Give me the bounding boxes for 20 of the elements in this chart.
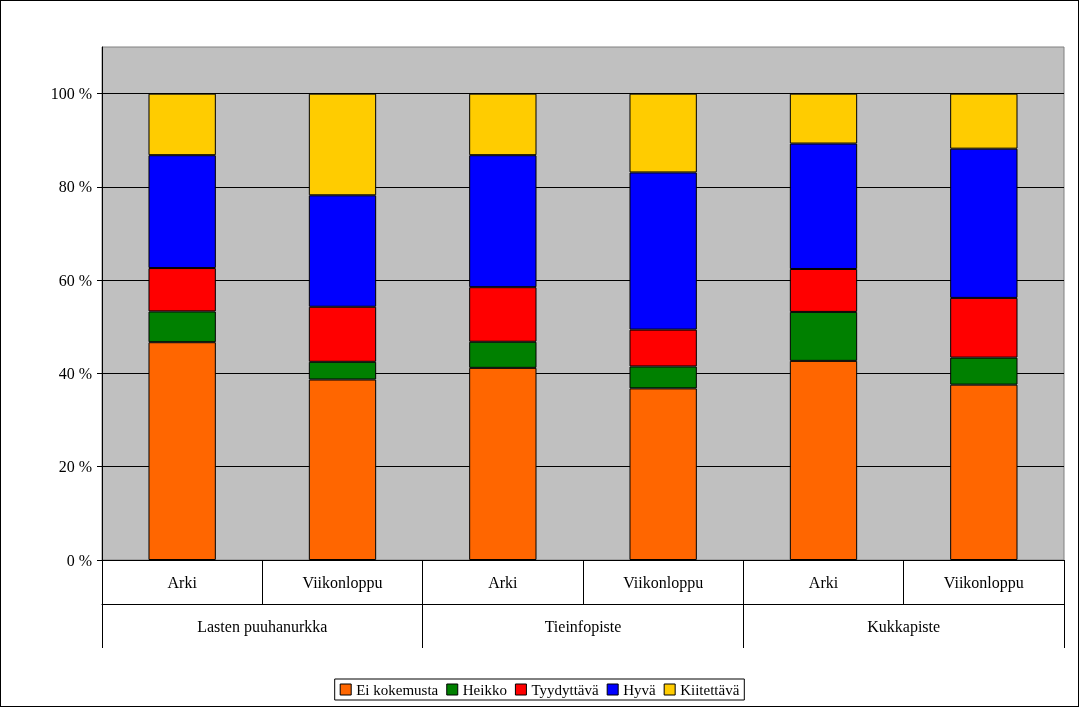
text: Lasten puuhanurkka — [197, 617, 328, 636]
y-tick-label: 20 % — [58, 458, 92, 476]
x-tick-label: Viikonloppu — [943, 573, 1024, 592]
y-tick-label: 60 % — [58, 271, 92, 289]
x-tick-label: Arki — [167, 573, 198, 591]
y-tick-label: 80 % — [58, 178, 92, 196]
x-tick-label: Arki — [808, 573, 839, 591]
legend-label: Hyvä — [623, 681, 657, 698]
text: Tieinfopiste — [544, 617, 622, 636]
legend-label: Heikko — [462, 681, 507, 698]
legend-label: Kiitettävä — [680, 681, 740, 698]
legend-label: Ei kokemusta — [356, 681, 439, 698]
y-tick-label: 40 % — [58, 364, 92, 382]
x-tick-label: Viikonloppu — [302, 573, 383, 592]
text: Kukkapiste — [867, 617, 941, 636]
y-tick-label: 100 % — [50, 85, 92, 103]
y-tick-label: 0 % — [66, 551, 92, 569]
x-tick-label: Arki — [488, 573, 519, 591]
legend-label: Tyydyttävä — [531, 681, 600, 698]
x-tick-label: Viikonloppu — [623, 573, 704, 592]
